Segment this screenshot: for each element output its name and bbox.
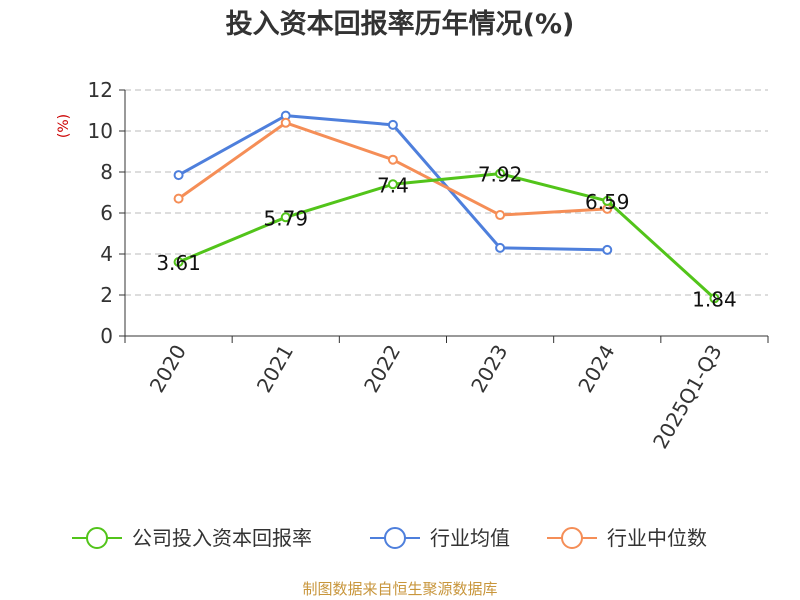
data-point	[602, 195, 613, 206]
data-point	[280, 212, 291, 223]
data-point	[495, 210, 506, 221]
y-axis-label: (%)	[56, 114, 72, 138]
series-line	[178, 172, 716, 300]
legend-marker	[86, 527, 108, 549]
legend-item[interactable]: 行业中位数	[547, 526, 707, 550]
data-point	[495, 242, 506, 253]
x-tick-label: 2021	[252, 341, 298, 397]
data-label: 5.79	[263, 206, 308, 230]
series-line	[177, 121, 608, 217]
y-tick-label: 0	[100, 324, 113, 348]
x-tick-label: 2022	[359, 341, 405, 397]
legend-item[interactable]: 公司投入资本回报率	[72, 526, 312, 550]
y-tick-label: 8	[100, 160, 113, 184]
data-label: 6.59	[585, 190, 630, 214]
data-point	[173, 170, 184, 181]
x-tick-label: 2020	[145, 341, 191, 397]
data-point	[173, 256, 184, 267]
data-label: 1.84	[692, 287, 737, 311]
series-lines	[173, 110, 720, 304]
grid-lines	[125, 89, 768, 296]
data-labels: 3.61 5.79 7.4 7.92 6.59 1.84	[156, 163, 736, 312]
data-point	[387, 179, 398, 190]
legend-marker	[561, 527, 583, 549]
data-point	[173, 193, 184, 204]
y-tick-label: 6	[100, 201, 113, 225]
data-label: 7.92	[478, 163, 523, 187]
data-point	[387, 154, 398, 165]
y-tick-label: 2	[100, 283, 113, 307]
data-point	[602, 244, 613, 255]
x-tick-label: 2023	[466, 341, 512, 397]
legend-item[interactable]: 行业均值	[370, 526, 510, 550]
data-point	[495, 168, 506, 179]
legend-label: 行业中位数	[607, 526, 707, 550]
data-point	[280, 117, 291, 128]
chart-title: 投入资本回报率历年情况(%)	[226, 8, 575, 40]
data-point	[709, 293, 720, 304]
y-tick-label: 4	[100, 242, 113, 266]
legend-label: 公司投入资本回报率	[132, 526, 312, 550]
x-tick-label: 2025Q1-Q3	[648, 341, 727, 453]
legend-label: 行业均值	[430, 526, 510, 550]
y-tick-label: 12	[88, 78, 113, 102]
data-point	[387, 119, 398, 130]
legend-marker	[384, 527, 406, 549]
data-label: 3.61	[156, 251, 201, 275]
x-tick-label: 2024	[573, 341, 619, 397]
legend[interactable]: 公司投入资本回报率 行业均值 行业中位数	[72, 526, 707, 550]
y-tick-label: 10	[88, 119, 113, 143]
data-label: 7.4	[377, 173, 409, 197]
source-note: 制图数据来自恒生聚源数据库	[302, 580, 497, 598]
